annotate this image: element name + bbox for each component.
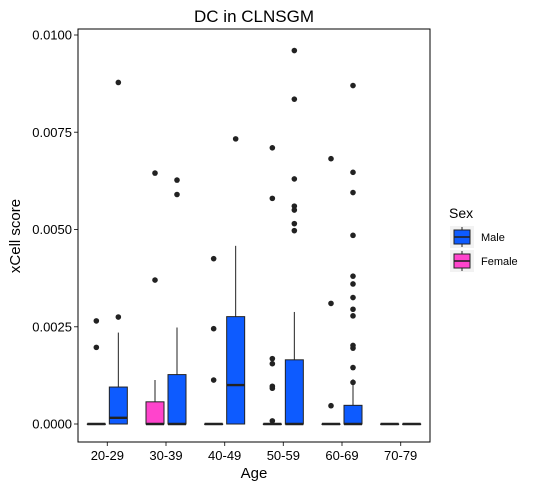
outlier-point [269,418,276,424]
x-tick-label: 40-49 [208,448,241,463]
outlier-point [152,170,158,176]
legend-title: Sex [449,205,473,221]
x-axis-title: Age [241,465,268,482]
outlier-point [350,273,356,279]
box-body [284,359,304,425]
box-male-20-29 [108,79,128,425]
box-marks [86,47,422,426]
legend-entry-female: Female [450,250,518,272]
box-male-40-49 [226,136,246,425]
outlier-point [350,281,356,287]
outlier-point [291,220,298,227]
box-female-30-39 [145,170,165,426]
box-body [226,316,246,425]
outlier-point [350,313,356,319]
outlier-point [210,325,217,332]
box-body [108,386,128,425]
outlier-point [232,136,239,142]
outlier-point [291,203,298,209]
box-male-60-69 [343,82,363,426]
outlier-point [350,189,356,196]
box-body [145,401,165,425]
box-female-50-59 [262,145,282,426]
outlier-point [328,402,334,409]
box-body [343,404,363,425]
x-tick-label: 60-69 [325,448,358,463]
outlier-point [269,360,276,367]
outlier-point [350,294,356,301]
x-tick-label: 20-29 [91,448,124,463]
plot-area [77,28,431,443]
outlier-point [350,169,356,176]
outlier-point [291,176,298,182]
outlier-point [174,177,180,183]
box-female-20-29 [86,318,106,426]
box-female-60-69 [321,155,341,426]
outlier-point [269,195,276,202]
y-tick-label: 0.0100 [32,28,72,43]
outlier-point [328,155,334,162]
outlier-point [269,385,276,392]
box-male-70-79 [402,422,422,426]
legend-entry-male: Male [450,226,505,248]
y-axis-title: xCell score [7,199,24,273]
outlier-point [350,306,356,313]
chart-title: DC in CLNSGM [194,7,314,26]
y-tick-label: 0.0025 [32,319,72,334]
plot-panel [77,28,431,443]
outlier-point [269,145,276,151]
outlier-point [328,300,334,307]
y-axis-ticks: 0.0000 0.0025 0.0050 0.0075 0.0100 [32,28,78,432]
outlier-point [291,227,298,234]
outlier-point [174,191,180,198]
outlier-point [350,345,356,351]
y-tick-label: 0.0000 [32,417,72,432]
y-tick-label: 0.0050 [32,222,72,237]
outlier-point [152,277,158,283]
outlier-point [93,318,100,324]
x-tick-label: 70-79 [384,448,417,463]
outlier-point [93,344,100,351]
box-female-40-49 [204,255,224,426]
outlier-point [350,364,356,371]
outlier-point [350,232,356,239]
outlier-point [291,47,298,54]
outlier-point [269,355,276,362]
y-tick-label: 0.0075 [32,125,72,140]
box-female-70-79 [380,422,400,426]
x-tick-label: 50-59 [267,448,300,463]
x-axis-ticks: 20-29 30-39 40-49 50-59 60-69 70-79 [91,442,417,463]
outlier-point [115,79,122,86]
box-male-50-59 [284,47,304,426]
outlier-point [350,379,356,386]
legend: Sex Male Female [449,205,518,272]
outlier-point [291,96,298,102]
outlier-point [210,377,217,383]
legend-label: Female [481,256,518,268]
outlier-point [291,207,298,213]
legend-label: Male [481,232,505,244]
box-body [167,374,187,425]
x-tick-label: 30-39 [149,448,182,463]
outlier-point [115,314,122,320]
box-male-30-39 [167,177,187,426]
outlier-point [350,82,356,89]
outlier-point [210,255,217,262]
